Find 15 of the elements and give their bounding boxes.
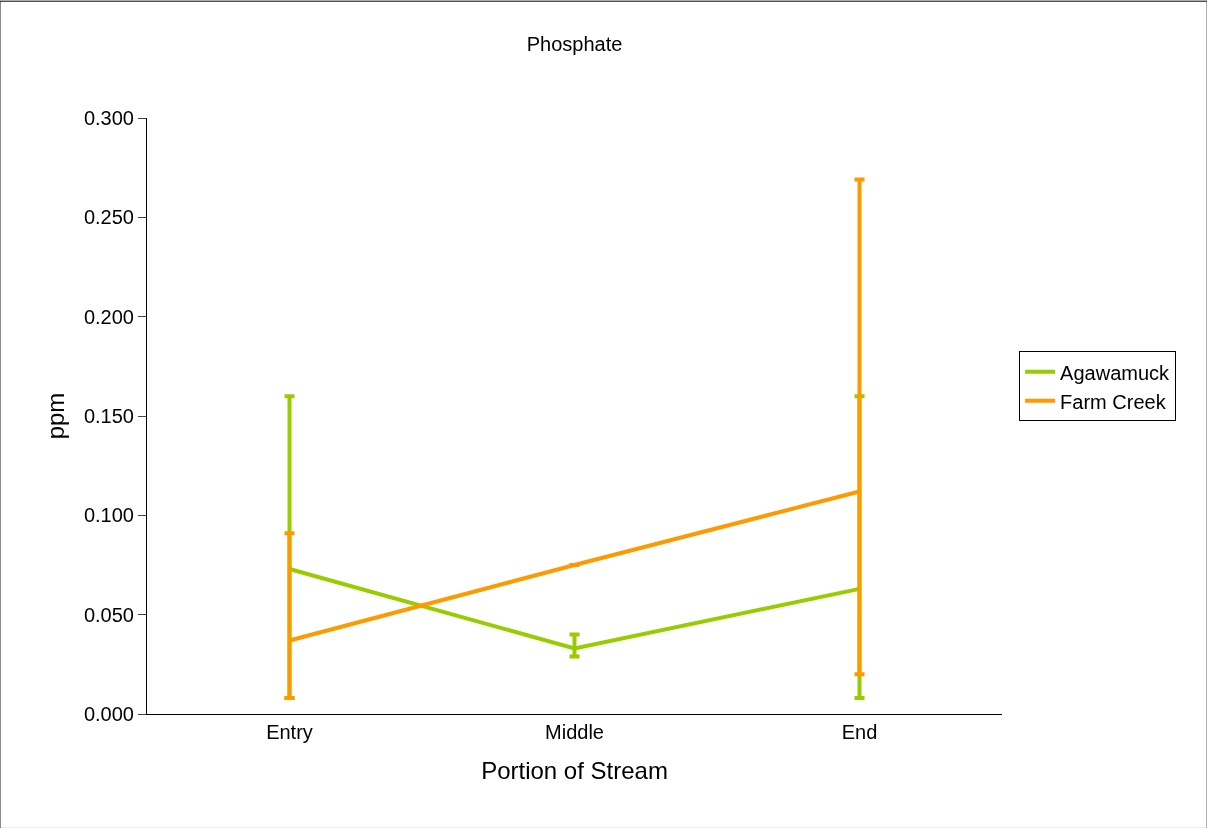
legend-label: Farm Creek (1060, 390, 1167, 413)
y-tick-label: 0.100 (83, 504, 134, 527)
y-tick-label: 0.000 (83, 703, 134, 725)
x-tick-label: Middle (545, 721, 604, 743)
chart-title: Phosphate (526, 33, 623, 56)
legend-label: Agawamuck (1060, 361, 1171, 384)
x-axis-title: Portion of Stream (481, 757, 668, 785)
y-tick-label: 0.250 (83, 206, 134, 229)
y-tick-label: 0.200 (83, 305, 134, 328)
x-tick-label: Entry (266, 721, 313, 743)
y-tick-label: 0.150 (83, 405, 134, 427)
x-tick-label: End (841, 721, 878, 743)
y-axis-title: ppm (42, 392, 70, 440)
y-tick-label: 0.300 (83, 107, 134, 129)
y-tick-label: 0.050 (83, 603, 134, 626)
